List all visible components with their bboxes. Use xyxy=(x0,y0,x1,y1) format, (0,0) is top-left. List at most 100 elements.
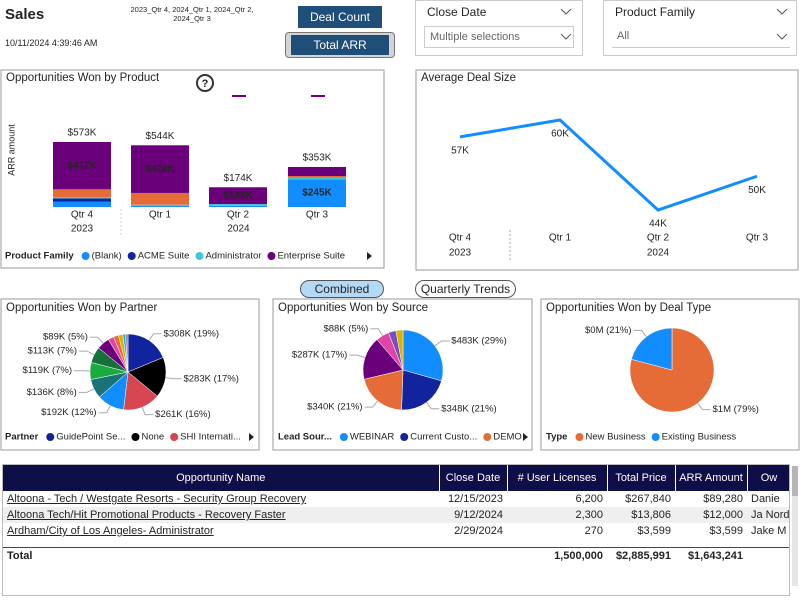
legend-label: (Blank) xyxy=(92,251,122,262)
table-row: Altoona Tech/Hit Promotional Products - … xyxy=(3,507,790,523)
data-label: $113K (7%) xyxy=(28,346,77,357)
total-label: $353K xyxy=(303,153,332,164)
pie-slice xyxy=(395,329,404,371)
legend-marker xyxy=(81,252,90,260)
legend-label: Administrator xyxy=(205,251,261,262)
legend-marker xyxy=(131,433,140,441)
slicer-value[interactable]: All xyxy=(612,26,790,48)
table-cell: Jake M xyxy=(751,525,787,537)
leader-line xyxy=(633,329,647,338)
title: Sales xyxy=(5,6,45,23)
pie-slice xyxy=(125,333,129,373)
leader-line xyxy=(141,407,154,416)
leader-line xyxy=(364,400,379,408)
slicer[interactable]: Close Date Multiple selections xyxy=(415,0,583,56)
decoration xyxy=(311,95,325,97)
scrollbar-thumb[interactable] xyxy=(792,466,798,496)
chevron xyxy=(560,33,572,40)
table-cell[interactable]: Altoona Tech/Hit Promotional Products - … xyxy=(7,509,286,521)
table-cell: 12/15/2023 xyxy=(447,493,503,505)
button[interactable]: Combined xyxy=(300,280,384,298)
legend-title: Product Family xyxy=(5,251,74,262)
leader-line xyxy=(434,340,450,347)
bar-segment xyxy=(209,187,267,205)
legend-arrow[interactable] xyxy=(367,252,372,260)
total-row: Total 1,500,000 $2,885,991 $1,643,241 xyxy=(3,546,789,564)
chart-title: Opportunities Won by Deal Type xyxy=(546,302,711,314)
column-header: Opportunity Name xyxy=(3,465,440,491)
total-cell xyxy=(439,546,507,564)
chart-title: Opportunities Won by Partner xyxy=(6,302,157,314)
x-group-label: 2023 xyxy=(449,248,472,259)
data-label: $119K (7%) xyxy=(23,365,72,376)
x-tick-label: Qtr 2 xyxy=(227,210,250,221)
pie-slice xyxy=(631,327,673,371)
leader-line xyxy=(148,333,162,341)
pie-slice xyxy=(127,333,164,373)
x-tick-label: Qtr 2 xyxy=(647,233,670,244)
legend-marker xyxy=(170,433,179,441)
chart-title: Average Deal Size xyxy=(421,72,516,84)
data-label: $89K (5%) xyxy=(43,332,88,343)
legend-arrow[interactable] xyxy=(523,433,528,441)
filter-text: 2023_Qtr 4, 2024_Qtr 1, 2024_Qtr 2, 2024… xyxy=(130,5,254,23)
legend-marker xyxy=(483,433,492,441)
button[interactable]: Deal Count xyxy=(298,6,382,28)
legend-title: Lead Sour... xyxy=(278,432,332,443)
column-header: Ow xyxy=(747,465,789,491)
total-cell xyxy=(747,546,789,564)
legend-label: DEMO xyxy=(493,432,522,443)
data-label: $0M (21%) xyxy=(585,325,631,336)
legend-marker xyxy=(575,433,584,441)
legend-marker xyxy=(651,433,660,441)
table-cell: $267,840 xyxy=(625,493,671,505)
legend-label: Enterprise Suite xyxy=(277,251,345,262)
table-row: Altoona - Tech / Westgate Resorts - Secu… xyxy=(3,491,789,507)
chevrons xyxy=(776,8,788,40)
line xyxy=(459,118,758,212)
pie-slice xyxy=(362,339,404,380)
chevron xyxy=(776,8,788,15)
table-row: Ardham/City of Los Angeles- Administrato… xyxy=(3,523,789,539)
table-cell: $3,599 xyxy=(709,525,743,537)
help-icon[interactable] xyxy=(196,74,214,92)
table-cell: Ja Nord xyxy=(751,509,790,521)
legend-title: Type xyxy=(546,432,567,443)
table-cell: $13,806 xyxy=(631,509,671,521)
data-label: $261K (16%) xyxy=(155,409,210,420)
button[interactable]: Quarterly Trends xyxy=(415,280,516,298)
legend-arrow[interactable] xyxy=(249,433,254,441)
slicer-value[interactable]: Multiple selections xyxy=(424,26,574,48)
button[interactable]: Total ARR xyxy=(291,35,389,55)
x-tick-label: Qtr 4 xyxy=(71,210,94,221)
table-cell: $3,599 xyxy=(637,525,671,537)
data-label: $417K xyxy=(67,160,97,171)
legend-label: WEBINAR xyxy=(350,432,394,443)
column-header: Total Price xyxy=(607,465,676,491)
leader-line xyxy=(89,336,104,344)
bar-segment xyxy=(131,145,189,193)
scrollbar[interactable] xyxy=(792,466,798,586)
column-header: ARR Amount xyxy=(675,465,748,491)
timestamp: 10/11/2024 4:39:46 AM xyxy=(5,38,98,48)
pie-slice xyxy=(402,329,444,382)
legend-title: Partner xyxy=(5,432,39,443)
table-cell[interactable]: Ardham/City of Los Angeles- Administrato… xyxy=(7,525,214,537)
slicer[interactable]: Product Family All xyxy=(603,0,797,56)
x-group-label: 2023 xyxy=(71,224,94,235)
total-label: $544K xyxy=(146,131,175,142)
data-label: $1M (79%) xyxy=(713,404,759,415)
legend-label: New Business xyxy=(585,432,645,443)
data-label: $88K (5%) xyxy=(323,323,368,334)
data-label: $136K (8%) xyxy=(27,387,77,398)
help-icon-text[interactable]: ? xyxy=(202,78,209,90)
total-cell: Total xyxy=(3,546,439,564)
x-group-label: 2024 xyxy=(647,248,670,259)
table-cell[interactable]: Altoona - Tech / Westgate Resorts - Secu… xyxy=(7,493,307,505)
table-frame: Opportunity Name Close Date # User License… xyxy=(2,464,790,596)
x-tick-label: Qtr 3 xyxy=(306,210,329,221)
chevron xyxy=(776,33,788,40)
legend-marker xyxy=(127,252,136,260)
